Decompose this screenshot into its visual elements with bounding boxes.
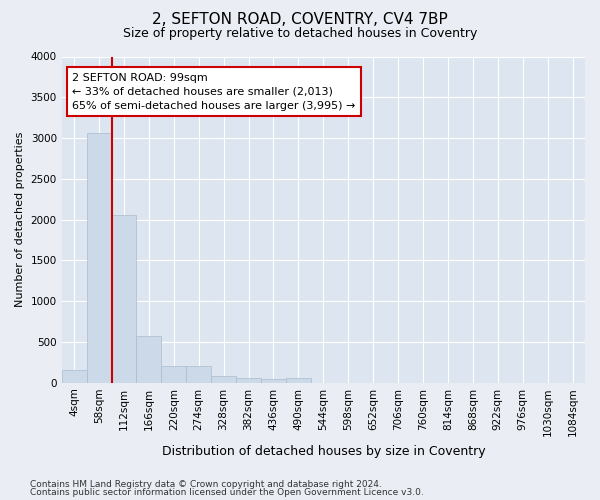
Bar <box>211 376 236 382</box>
Text: 2 SEFTON ROAD: 99sqm
← 33% of detached houses are smaller (2,013)
65% of semi-de: 2 SEFTON ROAD: 99sqm ← 33% of detached h… <box>72 73 356 111</box>
Text: Size of property relative to detached houses in Coventry: Size of property relative to detached ho… <box>123 28 477 40</box>
Bar <box>161 366 186 382</box>
Bar <box>261 378 286 382</box>
X-axis label: Distribution of detached houses by size in Coventry: Distribution of detached houses by size … <box>161 444 485 458</box>
Bar <box>62 370 86 382</box>
Text: 2, SEFTON ROAD, COVENTRY, CV4 7BP: 2, SEFTON ROAD, COVENTRY, CV4 7BP <box>152 12 448 28</box>
Text: Contains HM Land Registry data © Crown copyright and database right 2024.: Contains HM Land Registry data © Crown c… <box>30 480 382 489</box>
Y-axis label: Number of detached properties: Number of detached properties <box>15 132 25 308</box>
Bar <box>86 133 112 382</box>
Bar <box>186 366 211 382</box>
Bar <box>286 378 311 382</box>
Bar <box>136 336 161 382</box>
Bar <box>236 378 261 382</box>
Text: Contains public sector information licensed under the Open Government Licence v3: Contains public sector information licen… <box>30 488 424 497</box>
Bar <box>112 214 136 382</box>
